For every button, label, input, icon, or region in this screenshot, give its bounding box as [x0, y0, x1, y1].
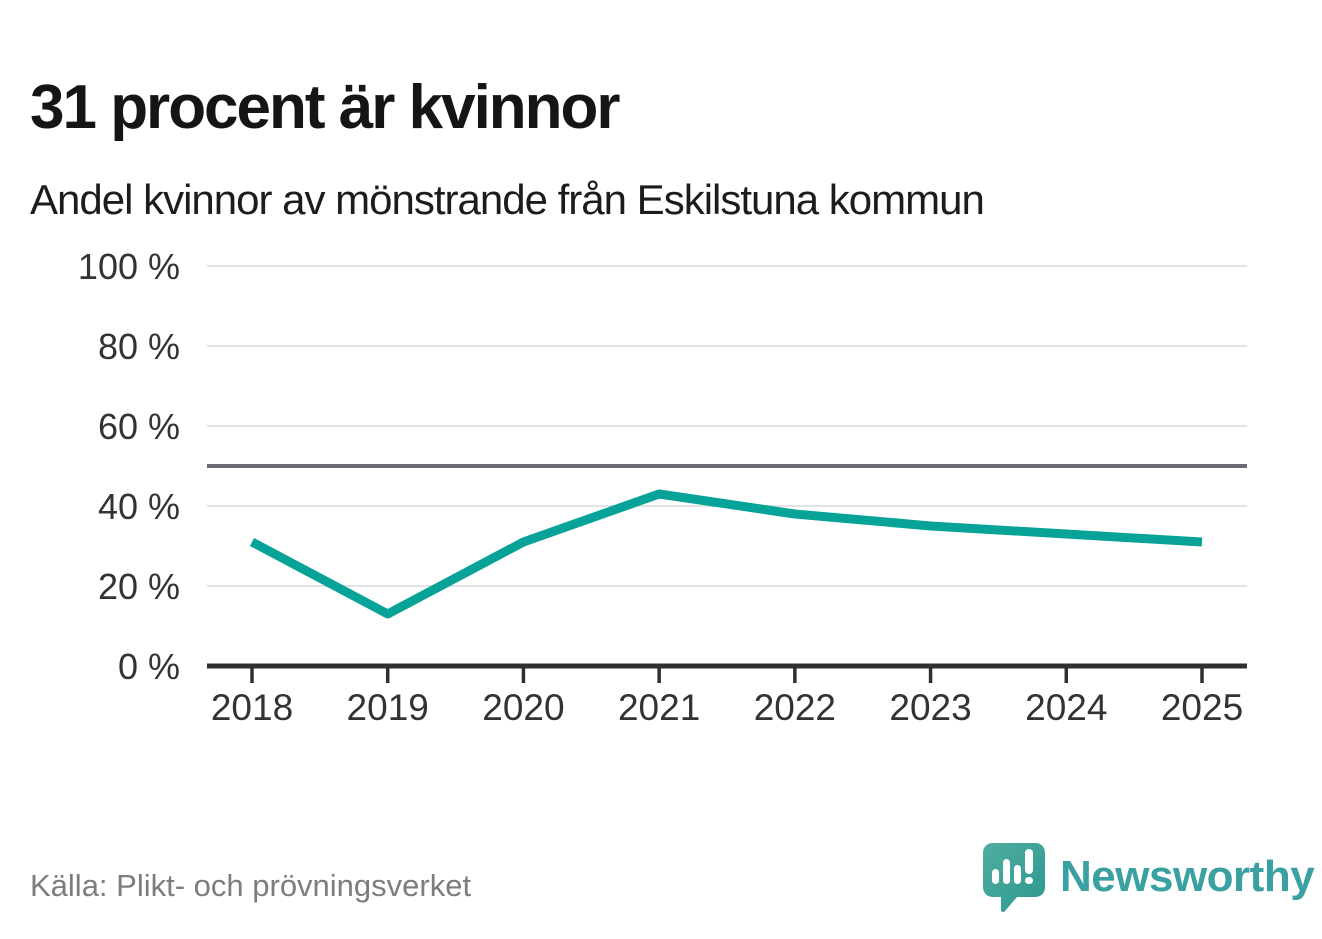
x-tick-label: 2023: [889, 687, 971, 728]
y-tick-label: 20 %: [98, 566, 180, 607]
x-tick-label: 2020: [482, 687, 564, 728]
y-tick-label: 0 %: [118, 646, 180, 687]
y-tick-label: 40 %: [98, 486, 180, 527]
x-tick-label: 2018: [211, 687, 293, 728]
source-attribution: Källa: Plikt- och prövningsverket: [30, 868, 472, 903]
headline: 31 procent är kvinnor: [30, 72, 621, 142]
x-tick-label: 2024: [1025, 687, 1107, 728]
chart-subtitle: Andel kvinnor av mönstrande från Eskilst…: [30, 176, 985, 223]
logo-bar-icon: [992, 869, 999, 884]
logo-bar-icon: [1003, 859, 1010, 884]
logo-exclamation-dot-icon: [1025, 877, 1033, 884]
newsworthy-logo-icon: [983, 843, 1045, 913]
logo-exclamation-icon: [1025, 849, 1033, 874]
x-tick-label: 2025: [1161, 687, 1243, 728]
x-tick-label: 2022: [754, 687, 836, 728]
y-tick-label: 80 %: [98, 326, 180, 367]
data-line: [249, 489, 1203, 619]
x-tick-label: 2021: [618, 687, 700, 728]
x-tick-label: 2019: [347, 687, 429, 728]
y-tick-label: 60 %: [98, 406, 180, 447]
newsworthy-logo: Newsworthy: [981, 841, 1315, 913]
y-tick-label: 100 %: [78, 246, 180, 287]
newsworthy-wordmark: Newsworthy: [1060, 852, 1315, 901]
logo-bar-icon: [1014, 865, 1021, 884]
